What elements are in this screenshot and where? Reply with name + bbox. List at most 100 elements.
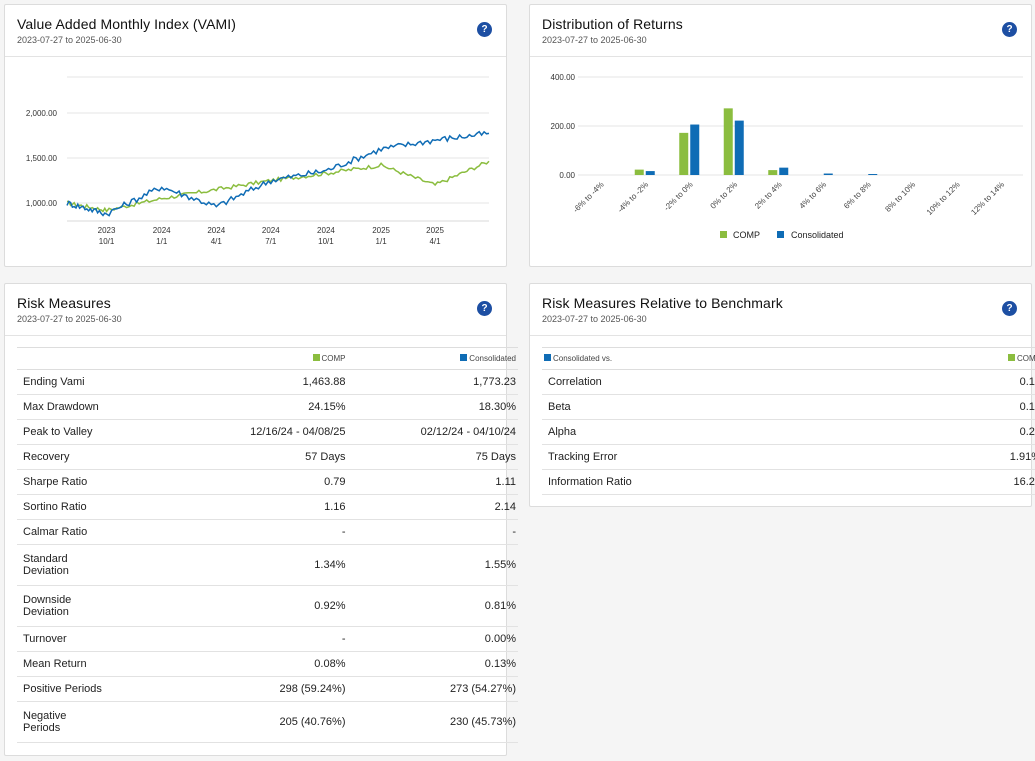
dist-bar-comp	[723, 108, 733, 175]
vami-x-tick-date: 10/1	[318, 237, 334, 246]
risk-row: Turnover -0.00%	[17, 626, 518, 652]
consolidated-legend-swatch	[460, 354, 468, 361]
risk-col-comp-label: COMP	[321, 354, 346, 363]
risk-row: Positive Periods 298 (59.24%) 273 (54.27%)	[17, 676, 518, 702]
risk-row-comp-value: 0.08%	[177, 651, 348, 677]
relative-row-value: 0.14	[900, 369, 1035, 395]
relative-subtitle: 2023-07-27 to 2025-06-30	[542, 314, 647, 324]
risk-row-label-line2: Periods	[23, 722, 61, 734]
relative-col-right-label: COMP	[1017, 354, 1035, 363]
dist-x-tick: 4% to 6%	[798, 180, 829, 211]
risk-row-label: Sharpe Ratio	[17, 469, 177, 495]
risk-row: Peak to Valley 12/16/24 - 04/08/25 02/12/2…	[17, 419, 518, 445]
legend-comp-swatch	[720, 231, 727, 238]
risk-row-cons-value: 02/12/24 - 04/10/24	[347, 419, 518, 445]
risk-row-label-line1: Negative	[23, 710, 67, 722]
legend-consolidated-swatch	[777, 231, 784, 238]
vami-x-tick-year: 2024	[153, 226, 171, 235]
risk-row-label: Negative Periods	[17, 701, 177, 743]
relative-title: Risk Measures Relative to Benchmark	[542, 295, 783, 311]
vami-chart: 2,000.00 1,500.00 1,000.00 2023 10/1 2024 1/1 2…	[26, 76, 490, 246]
vami-x-tick-date: 4/1	[211, 237, 223, 246]
vami-x-tick-date: 1/1	[376, 237, 388, 246]
distribution-title: Distribution of Returns	[542, 16, 683, 32]
risk-row-label-line1: Standard	[23, 553, 68, 565]
risk-row-comp-value: 1.34%	[177, 544, 348, 586]
risk-table-body: Ending Vami 1,463.88 1,773.23 Max Drawdown 2…	[17, 369, 518, 743]
distribution-card-header: Distribution of Returns 2023-07-27 to 20…	[530, 5, 1031, 57]
risk-row: Sharpe Ratio 0.79 1.11	[17, 469, 518, 495]
risk-row: Calmar Ratio - -	[17, 519, 518, 545]
distribution-help-icon[interactable]: ?	[1002, 22, 1017, 37]
dist-bar-comp	[768, 170, 778, 175]
risk-row: Negative Periods 205 (40.76%) 230 (45.73%)	[17, 701, 518, 743]
vami-x-tick-year: 2025	[372, 226, 390, 235]
risk-row: Standard Deviation 1.34% 1.55%	[17, 544, 518, 586]
risk-col-cons-header: Consolidated	[347, 347, 518, 370]
vami-y-tick: 2,000.00	[26, 109, 58, 118]
relative-row-value: 1.91%	[900, 444, 1035, 470]
risk-row-cons-value: -	[347, 519, 518, 545]
relative-table-header: Consolidated vs. COMP	[542, 347, 1035, 370]
risk-row-cons-value: 1,773.23	[347, 369, 518, 395]
dist-bar-consolidated	[868, 174, 878, 175]
risk-row-comp-value: 57 Days	[177, 444, 348, 470]
risk-row-label: Standard Deviation	[17, 544, 177, 586]
vami-x-tick-year: 2025	[426, 226, 444, 235]
dist-x-tick: 6% to 8%	[842, 180, 873, 211]
risk-subtitle: 2023-07-27 to 2025-06-30	[17, 314, 122, 324]
dist-bar-consolidated	[734, 120, 744, 175]
risk-row: Recovery 57 Days 75 Days	[17, 444, 518, 470]
dist-bar-consolidated	[823, 173, 833, 175]
risk-row: Downside Deviation 0.92% 0.81%	[17, 585, 518, 627]
vami-x-tick-year: 2024	[262, 226, 280, 235]
relative-col-left-label: Consolidated vs.	[553, 354, 613, 363]
vami-x-tick-date: 1/1	[156, 237, 168, 246]
risk-row-cons-value: 273 (54.27%)	[347, 676, 518, 702]
legend-consolidated-label: Consolidated	[791, 230, 844, 240]
risk-row-cons-value: 1.11	[347, 469, 518, 495]
vami-title: Value Added Monthly Index (VAMI)	[17, 16, 237, 32]
comp-legend-swatch	[312, 354, 320, 361]
dist-bar-comp	[634, 169, 644, 175]
risk-row: Mean Return 0.08% 0.13%	[17, 651, 518, 677]
risk-row-label-line2: Deviation	[23, 606, 69, 618]
risk-row-label: Calmar Ratio	[17, 519, 177, 545]
risk-row-label: Turnover	[17, 626, 177, 652]
risk-row-comp-value: 12/16/24 - 04/08/25	[177, 419, 348, 445]
relative-row-label: Correlation	[542, 369, 901, 395]
risk-row: Sortino Ratio 1.16 2.14	[17, 494, 518, 520]
risk-row: Max Drawdown 24.15% 18.30%	[17, 394, 518, 420]
relative-row-label: Beta	[542, 394, 901, 420]
dist-x-tick: 10% to 12%	[925, 180, 962, 217]
relative-row-label: Alpha	[542, 419, 901, 445]
relative-row-value: 16.22	[900, 469, 1035, 495]
risk-help-icon[interactable]: ?	[477, 301, 492, 316]
legend-comp-label: COMP	[733, 230, 760, 240]
risk-row-cons-value: 1.55%	[347, 544, 518, 586]
vami-x-tick-date: 4/1	[429, 237, 441, 246]
risk-row-label: Max Drawdown	[17, 394, 177, 420]
risk-row-comp-value: 1.16	[177, 494, 348, 520]
relative-help-icon[interactable]: ?	[1002, 301, 1017, 316]
risk-col-comp-header: COMP	[177, 347, 348, 370]
risk-row-comp-value: 205 (40.76%)	[177, 701, 348, 743]
vami-help-icon[interactable]: ?	[477, 22, 492, 37]
relative-row-label: Information Ratio	[542, 469, 901, 495]
dist-x-tick: 2% to 4%	[753, 180, 784, 211]
dist-x-tick: -2% to 0%	[662, 180, 694, 212]
relative-col-left-header: Consolidated vs.	[542, 347, 901, 370]
risk-row-cons-value: 0.00%	[347, 626, 518, 652]
risk-table-header: COMP Consolidated	[17, 347, 518, 370]
distribution-subtitle: 2023-07-27 to 2025-06-30	[542, 35, 647, 45]
relative-measures-card: Risk Measures Relative to Benchmark 2023…	[529, 283, 1035, 507]
dist-y-tick: 400.00	[551, 73, 576, 82]
vami-x-tick-date: 7/1	[265, 237, 277, 246]
risk-row-comp-value: -	[177, 626, 348, 652]
vami-x-tick-date: 10/1	[99, 237, 115, 246]
relative-col-right-header: COMP	[900, 347, 1035, 370]
